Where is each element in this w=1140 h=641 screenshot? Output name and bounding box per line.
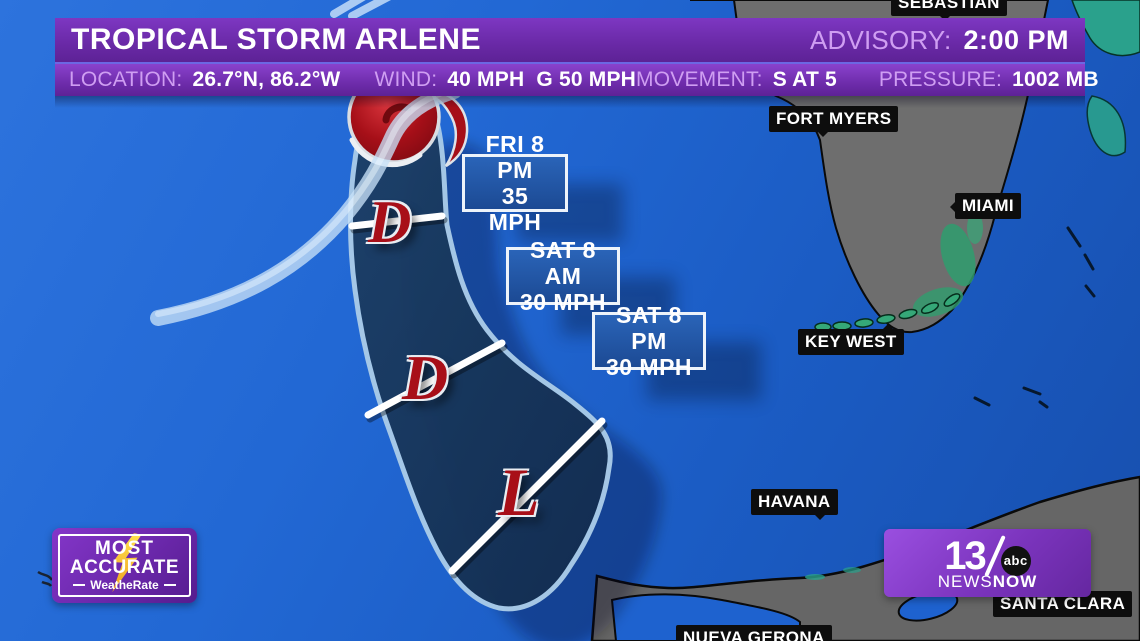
forecast-time: SAT 8 PM — [616, 302, 682, 354]
pressure-label: PRESSURE: — [878, 68, 1003, 91]
weatherate-badge: MOST ACCURATE WeatheRate — [52, 528, 197, 603]
dash-right — [163, 584, 176, 586]
station-logo-top: 13 abc — [944, 533, 1031, 578]
stat-movement: MOVEMENT: S AT 5 — [636, 68, 837, 92]
station-now: NOW — [992, 571, 1038, 591]
wind-label: WIND: — [374, 68, 438, 91]
city-tag-fort-myers: FORT MYERS — [769, 106, 899, 137]
city-tag-sebastian: SEBASTIAN — [891, 0, 1007, 21]
weatherate-line3: WeatheRate — [73, 578, 176, 592]
station-news: NEWS — [937, 571, 993, 591]
city-tag-key-west: KEY WEST — [798, 324, 904, 355]
stat-pressure: PRESSURE: 1002 MB — [879, 68, 1099, 92]
weatherate-line1: MOST — [95, 538, 154, 559]
islet-mark — [37, 570, 54, 587]
advisory-time: 2:00 PM — [963, 24, 1069, 55]
city-tag-havana: HAVANA — [751, 489, 838, 520]
forecast-point-sat-8pm: SAT 8 PM 30 MPH — [592, 302, 706, 380]
depression-marker-1: D — [368, 189, 412, 255]
florida-keys-islands — [814, 293, 961, 332]
bahamas-islands — [973, 0, 1140, 409]
weatherate-name: WeatheRate — [90, 578, 159, 592]
stat-wind: WIND: 40 MPH G 50 MPH — [374, 68, 636, 92]
station-number: 13 — [944, 533, 986, 578]
pressure-value: 1002 MB — [1012, 68, 1099, 91]
stat-location: LOCATION: 26.7°N, 86.2°W — [69, 68, 340, 92]
storm-track-ribbon — [150, 0, 462, 326]
city-tag-nueva-gerona: NUEVA GERONA — [676, 625, 832, 641]
wind-value: 40 MPH G 50 MPH — [447, 68, 637, 91]
forecast-interval-lines — [348, 212, 608, 579]
abc-network-icon: abc — [1000, 545, 1031, 576]
movement-value: S AT 5 — [772, 68, 837, 91]
advisory-label: ADVISORY: — [809, 24, 952, 55]
forecast-point-fri-8pm: FRI 8 PM 35 MPH — [462, 131, 568, 235]
forecast-wind: 35 MPH — [488, 183, 542, 235]
storm-title: TROPICAL STORM ARLENE — [71, 23, 481, 56]
movement-label: MOVEMENT: — [636, 68, 763, 91]
low-marker: L — [498, 454, 540, 530]
forecast-wind: 30 MPH — [605, 354, 693, 380]
city-tag-miami: MIAMI — [949, 193, 1022, 219]
station-logo-13newsnow: 13 abc NEWSNOW — [884, 529, 1091, 597]
forecast-time: SAT 8 AM — [530, 237, 596, 289]
dash-left — [73, 584, 86, 586]
station-logo-bottom: NEWSNOW — [938, 573, 1038, 590]
depression-marker-2: D — [402, 342, 449, 413]
weatherate-line2: ACCURATE — [69, 557, 180, 578]
banner-shadow — [55, 96, 1085, 108]
forecast-wind: 30 MPH — [519, 289, 607, 315]
location-label: LOCATION: — [69, 68, 183, 91]
banner-stats-row: LOCATION: 26.7°N, 86.2°W WIND: 40 MPH G … — [55, 62, 1099, 96]
advisory: ADVISORY: 2:00 PM — [810, 25, 1069, 56]
forecast-point-sat-8am: SAT 8 AM 30 MPH — [506, 237, 620, 315]
banner-title-row: TROPICAL STORM ARLENE ADVISORY: 2:00 PM — [55, 18, 1085, 62]
weatherate-badge-inner: MOST ACCURATE WeatheRate — [58, 534, 191, 597]
forecast-time: FRI 8 PM — [485, 131, 545, 183]
location-value: 26.7°N, 86.2°W — [192, 68, 341, 91]
